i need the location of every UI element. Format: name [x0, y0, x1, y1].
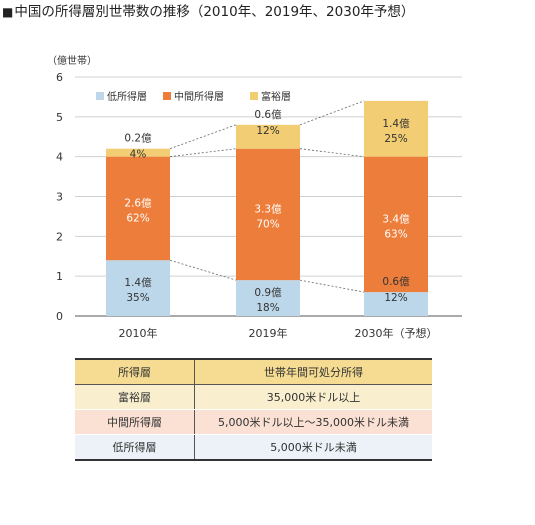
connector-line [169, 124, 237, 150]
legend-label: 低所得層 [107, 90, 147, 103]
connector-line [299, 148, 365, 158]
chart-title: ■中国の所得層別世帯数の推移（2010年、2019年、2030年予想） [2, 0, 532, 24]
y-tick-label: 6 [56, 71, 63, 84]
data-label: 0.2億 [124, 132, 152, 145]
connector-line [299, 100, 365, 126]
income-definition-table: 所得層 世帯年間可処分所得 富裕層 35,000米ドル以上 中間所得層 5,00… [75, 358, 432, 461]
legend-swatch [163, 92, 171, 100]
y-tick-label: 3 [56, 191, 63, 204]
data-label: 12% [384, 292, 407, 304]
data-label: 3.3億 [254, 202, 282, 215]
y-tick-label: 2 [56, 230, 63, 243]
bar-segment [364, 292, 428, 316]
legend-label: 中間所得層 [174, 90, 224, 103]
y-tick-label: 0 [56, 310, 63, 323]
bar-segment [364, 100, 428, 157]
data-label: 1.4億 [382, 117, 410, 130]
y-tick-label: 4 [56, 151, 63, 164]
table-header-layer: 所得層 [75, 358, 195, 385]
table-cell-layer: 中間所得層 [75, 409, 195, 435]
data-label: 18% [256, 302, 279, 314]
data-label: 1.4億 [124, 276, 152, 289]
y-tick-label: 5 [56, 111, 63, 124]
data-label: 0.6億 [382, 275, 410, 288]
connector-line [299, 279, 365, 293]
table-header-row: 所得層 世帯年間可処分所得 [75, 358, 432, 385]
data-label: 62% [126, 212, 149, 224]
title-marker: ■ [2, 5, 14, 19]
data-label: 12% [256, 125, 279, 137]
table-row: 富裕層 35,000米ドル以上 [75, 384, 432, 410]
connector-line [169, 259, 237, 281]
x-tick-label: 2010年 [119, 326, 158, 340]
x-tick-label: 2019年 [249, 326, 288, 340]
y-axis-label: （億世帯） [47, 54, 97, 67]
legend-swatch [96, 92, 104, 100]
bar-segment [236, 148, 300, 281]
table-cell-income: 5,000米ドル未満 [194, 434, 432, 461]
bar-segment [364, 156, 428, 293]
title-text: 中国の所得層別世帯数の推移（2010年、2019年、2030年予想） [14, 4, 415, 20]
table-row: 低所得層 5,000米ドル未満 [75, 434, 432, 461]
stacked-bar-chart: 0 1 2 3 4 5 6 （億世帯） 2010年 2019年 2030年（予想） 1.4億 35% 2.… [47, 54, 462, 340]
connector-line [169, 148, 237, 158]
data-label: 63% [384, 228, 407, 240]
y-tick-label: 1 [56, 270, 63, 283]
data-label: 0.6億 [254, 108, 282, 121]
bar-segment [106, 260, 170, 316]
table-cell-layer: 低所得層 [75, 434, 195, 461]
legend-label: 富裕層 [261, 90, 291, 103]
bar-segment [236, 280, 300, 316]
bar-segment [106, 148, 170, 157]
data-label: 70% [256, 218, 279, 230]
data-label: 35% [126, 292, 149, 304]
table-cell-income: 35,000米ドル以上 [194, 384, 432, 410]
data-label: 0.9億 [254, 286, 282, 299]
table-cell-income: 5,000米ドル以上～35,000米ドル未満 [194, 409, 432, 435]
data-label: 3.4億 [382, 212, 410, 225]
x-tick-label: 2030年（予想） [355, 326, 438, 340]
bar-segment [106, 156, 170, 261]
table-row: 中間所得層 5,000米ドル以上～35,000米ドル未満 [75, 409, 432, 435]
data-label: 2.6億 [124, 196, 152, 209]
data-label: 4% [130, 149, 147, 161]
table-cell-layer: 富裕層 [75, 384, 195, 410]
data-label: 25% [384, 133, 407, 145]
table-header-income: 世帯年間可処分所得 [194, 358, 432, 385]
bar-segment [236, 124, 300, 149]
legend-swatch [250, 92, 258, 100]
